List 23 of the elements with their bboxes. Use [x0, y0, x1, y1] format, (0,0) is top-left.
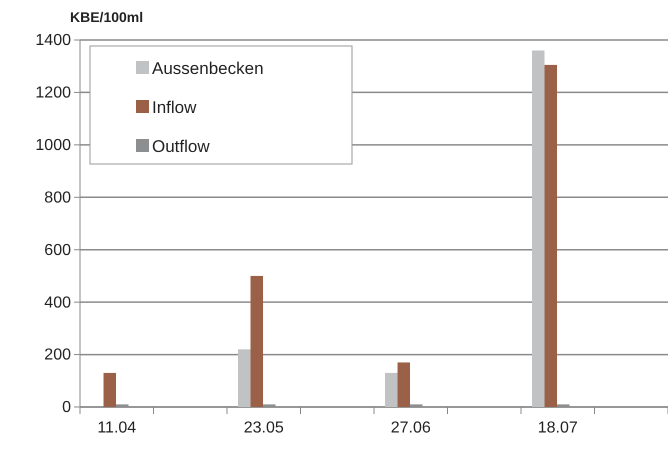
bar [398, 362, 410, 407]
bar [104, 372, 116, 407]
y-tick-label: 600 [44, 242, 72, 259]
y-tick-label: 1000 [35, 136, 72, 154]
bar [532, 50, 545, 407]
y-tick-label: 1400 [35, 32, 72, 50]
y-tick-label: 800 [44, 189, 72, 206]
y-tick-label: 1200 [35, 84, 72, 102]
y-tick-label: 200 [44, 346, 72, 364]
legend-label: Outflow [152, 137, 210, 156]
bar [385, 372, 398, 407]
x-tick-label: 27.06 [390, 419, 431, 436]
bar [238, 349, 251, 407]
legend-label: Aussenbecken [152, 59, 264, 78]
bar [250, 276, 264, 407]
bar [544, 64, 558, 407]
y-tick-label: 0 [62, 399, 72, 416]
x-tick-label: 18.07 [538, 419, 578, 436]
y-tick-label: 400 [44, 294, 72, 312]
y-axis-title: KBE/100ml [70, 9, 144, 25]
x-tick-label: 23.05 [244, 419, 284, 436]
x-tick-label: 11.04 [97, 419, 136, 436]
legend-label: Inflow [152, 98, 198, 117]
